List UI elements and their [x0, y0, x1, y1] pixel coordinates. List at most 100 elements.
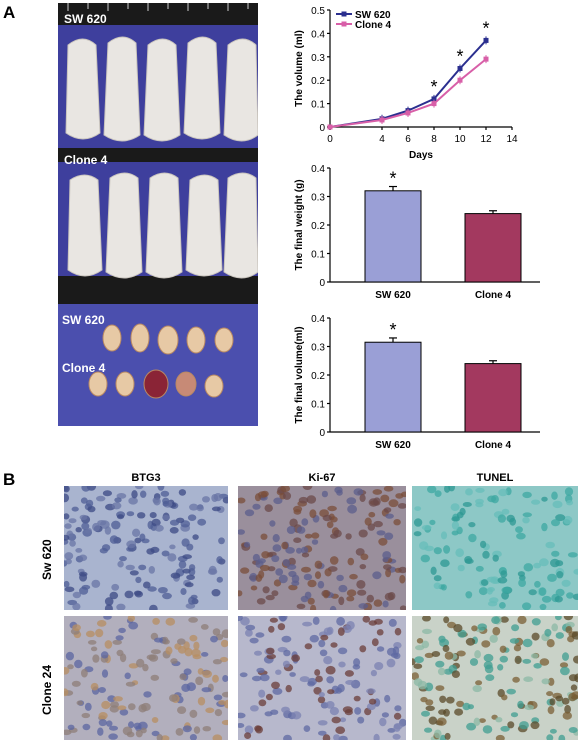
cell-nucleus	[522, 517, 530, 524]
cell-nucleus	[314, 669, 321, 676]
cell-nucleus	[346, 596, 355, 602]
cell-nucleus	[362, 616, 371, 623]
cell-nucleus	[491, 495, 499, 504]
cell-nucleus	[258, 699, 267, 707]
cell-nucleus	[288, 584, 298, 591]
cell-nucleus	[104, 640, 113, 649]
cell-nucleus	[81, 584, 91, 590]
cell-nucleus	[329, 707, 339, 716]
cell-nucleus	[531, 632, 540, 641]
cell-nucleus	[178, 489, 187, 496]
bar	[364, 190, 422, 283]
cell-nucleus	[193, 641, 200, 650]
cell-nucleus	[128, 721, 134, 729]
cell-nucleus	[429, 519, 436, 526]
cell-nucleus	[175, 728, 184, 736]
cell-nucleus	[317, 720, 328, 726]
cell-nucleus	[424, 545, 434, 552]
cell-nucleus	[291, 711, 302, 720]
cell-nucleus	[272, 544, 282, 552]
cell-nucleus	[300, 595, 309, 603]
cell-nucleus	[474, 650, 481, 659]
y-tick-label: 0.2	[311, 371, 325, 382]
cell-nucleus	[359, 494, 366, 502]
cell-nucleus	[439, 638, 450, 647]
tumor-label-clone4: Clone 4	[62, 361, 106, 375]
cell-nucleus	[368, 511, 376, 518]
cell-nucleus	[296, 603, 306, 609]
final-weight-chart: 0 0.1 0.2 0.3 0.4 The final weight (g) SW 620 C…	[290, 160, 580, 310]
cell-nucleus	[271, 555, 280, 563]
legend-label: Clone 4	[355, 20, 392, 31]
cell-nucleus	[260, 533, 268, 540]
cell-nucleus	[373, 733, 380, 740]
cell-nucleus	[218, 700, 227, 705]
cell-nucleus	[301, 552, 310, 558]
cell-nucleus	[188, 617, 198, 623]
cell-nucleus	[360, 553, 369, 561]
cell-nucleus	[500, 725, 510, 732]
cell-nucleus	[374, 662, 384, 670]
cell-nucleus	[483, 653, 494, 662]
cell-nucleus	[417, 680, 428, 690]
cell-nucleus	[522, 658, 532, 664]
cell-nucleus	[546, 639, 555, 648]
cell-nucleus	[220, 656, 228, 663]
cell-nucleus	[571, 691, 578, 699]
cell-nucleus	[249, 572, 258, 582]
cell-nucleus	[368, 620, 378, 626]
cell-nucleus	[345, 680, 355, 685]
cell-nucleus	[522, 512, 532, 518]
cell-nucleus	[464, 558, 474, 564]
cell-nucleus	[544, 628, 552, 637]
cell-nucleus	[186, 543, 194, 551]
cell-nucleus	[202, 496, 210, 503]
cell-nucleus	[393, 723, 401, 732]
cell-nucleus	[125, 681, 136, 687]
cell-nucleus	[327, 689, 335, 695]
cell-nucleus	[149, 604, 158, 610]
cell-nucleus	[244, 725, 254, 735]
cell-nucleus	[416, 638, 424, 644]
cell-nucleus	[102, 490, 112, 497]
significance-marker: *	[482, 18, 489, 38]
cell-nucleus	[138, 704, 147, 713]
cell-nucleus	[475, 487, 485, 493]
cell-nucleus	[116, 493, 127, 499]
cell-nucleus	[195, 676, 204, 686]
cell-nucleus	[353, 488, 364, 496]
cell-nucleus	[555, 632, 564, 639]
cell-nucleus	[558, 734, 566, 740]
cell-nucleus	[140, 490, 147, 498]
cell-nucleus	[498, 488, 508, 497]
cell-nucleus	[293, 537, 302, 543]
mice-photo-sw620	[58, 3, 258, 155]
cell-nucleus	[179, 673, 187, 681]
cell-nucleus	[283, 649, 291, 657]
cell-nucleus	[282, 660, 290, 668]
cell-nucleus	[358, 529, 368, 538]
cell-nucleus	[289, 672, 296, 677]
cell-nucleus	[90, 682, 99, 691]
cell-nucleus	[117, 560, 124, 568]
cell-nucleus	[368, 698, 377, 705]
cell-nucleus	[100, 520, 110, 529]
cell-nucleus	[64, 534, 70, 541]
cell-nucleus	[492, 554, 499, 562]
cell-nucleus	[566, 500, 574, 506]
cell-nucleus	[442, 644, 450, 653]
cell-nucleus	[381, 712, 389, 718]
cell-nucleus	[125, 564, 135, 571]
cell-nucleus	[345, 533, 352, 540]
cell-nucleus	[566, 592, 574, 599]
cell-nucleus	[111, 583, 120, 591]
cell-nucleus	[338, 735, 348, 740]
cell-nucleus	[359, 564, 367, 570]
cell-nucleus	[444, 651, 454, 660]
cell-nucleus	[376, 629, 384, 636]
cell-nucleus	[177, 706, 187, 714]
cell-nucleus	[329, 516, 338, 523]
cell-nucleus	[564, 704, 571, 714]
data-point	[483, 37, 489, 43]
cell-nucleus	[153, 497, 161, 506]
